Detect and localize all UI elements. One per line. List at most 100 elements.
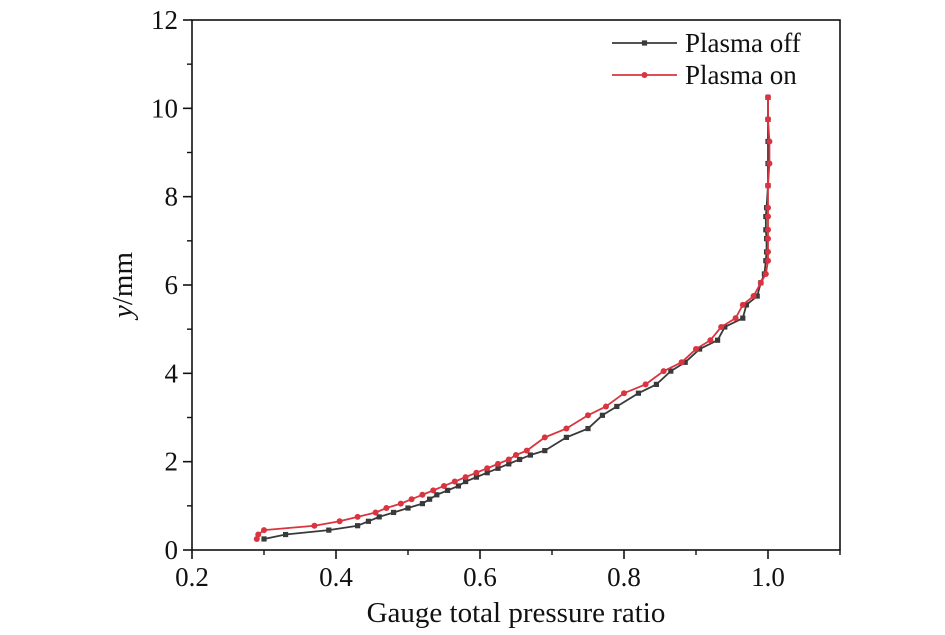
data-point-plasma-on	[354, 513, 361, 520]
data-point-plasma-off	[653, 381, 659, 387]
data-point-plasma-off	[743, 302, 749, 308]
data-point-plasma-off	[668, 368, 674, 374]
series-layer	[253, 94, 773, 542]
data-point-plasma-on	[541, 434, 548, 441]
data-point-plasma-off	[405, 505, 411, 511]
data-point-plasma-on	[505, 456, 512, 463]
data-point-plasma-on	[757, 279, 764, 286]
data-point-plasma-off	[527, 452, 533, 458]
data-point-plasma-on	[523, 447, 530, 454]
data-point-plasma-on	[707, 337, 714, 344]
data-point-plasma-off	[697, 346, 703, 352]
data-point-plasma-off	[391, 509, 397, 516]
series-line-plasma-on	[255, 97, 771, 540]
data-point-plasma-on	[765, 94, 771, 101]
data-point-plasma-off	[445, 487, 451, 493]
data-point-plasma-off	[419, 501, 425, 507]
y-axis-label-unit: /mm	[107, 252, 139, 306]
data-point-plasma-on	[563, 425, 570, 432]
data-point-plasma-off	[355, 523, 361, 529]
data-point-plasma-on	[693, 346, 699, 353]
data-point-plasma-on	[739, 301, 746, 308]
data-point-plasma-on	[451, 478, 458, 485]
data-point-plasma-on	[718, 323, 725, 330]
y-tick-label: 8	[165, 182, 179, 212]
data-point-plasma-off	[740, 315, 746, 321]
y-tick-label: 2	[165, 447, 179, 477]
data-point-plasma-on	[621, 390, 627, 397]
data-point-plasma-on	[430, 487, 437, 494]
data-point-plasma-off	[427, 496, 433, 502]
data-point-plasma-on	[255, 531, 262, 538]
data-point-plasma-off	[754, 293, 760, 299]
data-point-plasma-on	[261, 527, 267, 534]
data-point-plasma-on	[372, 509, 379, 516]
legend-marker	[641, 40, 648, 46]
series-plasma-off	[261, 94, 771, 542]
x-tick-label: 0.2	[175, 562, 209, 592]
data-point-plasma-off	[283, 531, 289, 538]
y-tick-label: 6	[165, 270, 179, 300]
data-point-plasma-off	[326, 527, 332, 533]
data-point-plasma-off	[585, 425, 591, 432]
y-tick-label: 10	[151, 93, 178, 123]
data-point-plasma-on	[765, 182, 771, 189]
legend-label: Plasma on	[685, 60, 797, 90]
data-point-plasma-off	[517, 456, 523, 463]
data-point-plasma-off	[376, 514, 382, 520]
data-point-plasma-on	[419, 491, 426, 498]
data-point-plasma-on	[765, 226, 771, 233]
data-point-plasma-on	[642, 381, 649, 388]
x-tick-label: 0.8	[607, 562, 641, 592]
data-point-plasma-on	[750, 293, 757, 300]
legend-label: Plasma off	[685, 28, 801, 58]
data-point-plasma-on	[383, 505, 390, 512]
series-line-plasma-off	[263, 97, 769, 540]
data-point-plasma-on	[660, 368, 667, 375]
data-point-plasma-on	[408, 496, 415, 503]
data-point-plasma-on	[473, 469, 480, 476]
data-point-plasma-on	[513, 452, 519, 459]
data-point-plasma-on	[462, 474, 469, 481]
data-point-plasma-on	[441, 482, 447, 489]
y-axis-label-variable: y	[107, 305, 139, 321]
x-axis-label: Gauge total pressure ratio	[367, 597, 666, 629]
data-point-plasma-off	[715, 337, 721, 343]
data-point-plasma-off	[463, 478, 469, 485]
data-point-plasma-on	[766, 138, 773, 145]
y-tick-label: 12	[151, 5, 178, 35]
data-point-plasma-on	[765, 204, 771, 211]
data-point-plasma-on	[678, 359, 685, 366]
series-plasma-on	[253, 94, 773, 542]
data-point-plasma-on	[585, 412, 591, 419]
data-point-plasma-on	[732, 315, 739, 322]
data-point-plasma-off	[484, 470, 490, 476]
y-tick-label: 0	[165, 535, 179, 565]
y-tick-label: 4	[165, 358, 179, 388]
data-point-plasma-off	[495, 465, 501, 471]
data-point-plasma-on	[397, 500, 404, 507]
data-point-plasma-on	[765, 257, 771, 264]
data-point-plasma-on	[495, 460, 501, 467]
data-point-plasma-off	[261, 536, 267, 542]
data-point-plasma-off	[682, 359, 688, 365]
axes	[191, 19, 841, 551]
legend-item-plasma-off: Plasma off	[612, 28, 801, 58]
data-point-plasma-on	[311, 522, 318, 529]
data-point-plasma-on	[603, 403, 609, 410]
data-point-plasma-on	[762, 270, 769, 277]
data-point-plasma-on	[484, 465, 491, 472]
data-point-plasma-on	[766, 160, 773, 167]
y-axis-label: y/mm	[107, 252, 139, 321]
data-point-plasma-on	[765, 248, 771, 255]
data-point-plasma-on	[336, 518, 343, 525]
plot-frame	[191, 19, 841, 551]
data-point-plasma-off	[473, 474, 479, 480]
legend-marker	[641, 72, 648, 78]
data-point-plasma-off	[599, 412, 605, 418]
data-point-plasma-off	[455, 483, 461, 489]
data-point-plasma-off	[722, 324, 728, 330]
data-point-plasma-off	[434, 492, 440, 498]
